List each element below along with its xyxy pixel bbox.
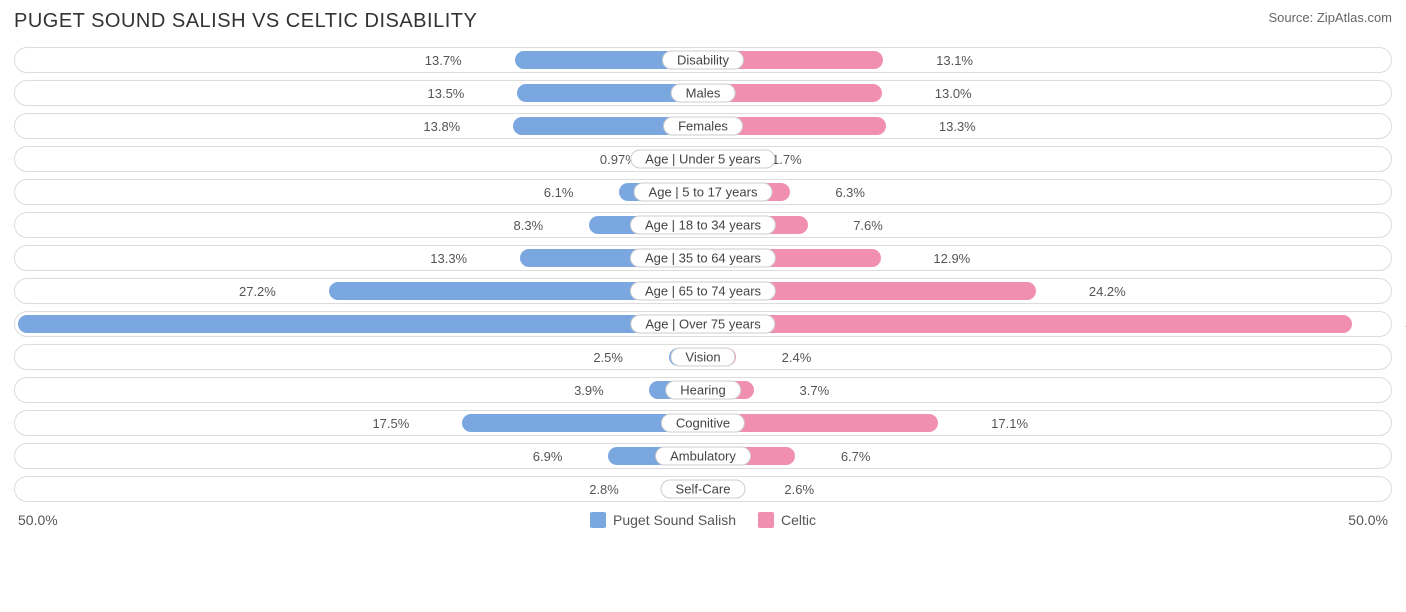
- chart-row: 13.7% 13.1% Disability: [14, 47, 1392, 73]
- value-label-left: 2.5%: [593, 345, 631, 369]
- value-label-right: 47.2%: [1397, 312, 1406, 336]
- legend-swatch: [590, 512, 606, 528]
- chart-title: PUGET SOUND SALISH VS CELTIC DISABILITY: [14, 10, 477, 33]
- value-label-right: 3.7%: [792, 378, 830, 402]
- chart-row: 49.8%47.2%Age | Over 75 years: [14, 311, 1392, 337]
- category-label: Age | Under 5 years: [630, 150, 775, 169]
- chart-row: 2.5% 2.4% Vision: [14, 344, 1392, 370]
- category-label: Age | Over 75 years: [630, 315, 775, 334]
- chart-row: 13.3% 12.9% Age | 35 to 64 years: [14, 245, 1392, 271]
- category-label: Age | 35 to 64 years: [630, 249, 776, 268]
- value-label-right: 13.0%: [927, 81, 972, 105]
- value-label-right: 17.1%: [983, 411, 1028, 435]
- legend-item: Celtic: [758, 512, 816, 528]
- value-label-right: 24.2%: [1081, 279, 1126, 303]
- legend-label: Celtic: [781, 512, 816, 528]
- value-label-right: 13.1%: [928, 48, 973, 72]
- chart-row: 17.5% 17.1% Cognitive: [14, 410, 1392, 436]
- category-label: Vision: [670, 348, 735, 367]
- category-label: Cognitive: [661, 414, 745, 433]
- category-label: Males: [671, 84, 736, 103]
- chart-row: 3.9% 3.7% Hearing: [14, 377, 1392, 403]
- value-label-right: 6.7%: [833, 444, 871, 468]
- axis-max-right: 50.0%: [1348, 512, 1388, 528]
- bar-right: [703, 315, 1352, 333]
- axis-max-left: 50.0%: [18, 512, 58, 528]
- legend: Puget Sound Salish Celtic: [590, 512, 816, 528]
- value-label-left: 6.9%: [533, 444, 571, 468]
- chart-row: 27.2% 24.2% Age | 65 to 74 years: [14, 278, 1392, 304]
- chart-source: Source: ZipAtlas.com: [1268, 10, 1392, 25]
- value-label-left: 6.1%: [544, 180, 582, 204]
- value-label-left: 13.3%: [430, 246, 475, 270]
- value-label-right: 2.6%: [776, 477, 814, 501]
- value-label-left: 3.9%: [574, 378, 612, 402]
- value-label-right: 7.6%: [845, 213, 883, 237]
- legend-swatch: [758, 512, 774, 528]
- category-label: Age | 5 to 17 years: [634, 183, 773, 202]
- value-label-left: 13.8%: [423, 114, 468, 138]
- value-label-left: 17.5%: [372, 411, 417, 435]
- chart-row: 2.8% 2.6% Self-Care: [14, 476, 1392, 502]
- category-label: Disability: [662, 51, 744, 70]
- value-label-right: 6.3%: [827, 180, 865, 204]
- value-label-right: 2.4%: [774, 345, 812, 369]
- chart-footer: 50.0% Puget Sound Salish Celtic 50.0%: [14, 509, 1392, 531]
- chart-row: 0.97%1.7%Age | Under 5 years: [14, 146, 1392, 172]
- category-label: Females: [663, 117, 743, 136]
- diverging-bar-chart: 13.7% 13.1% Disability 13.5% 13.0% Males 13.8%…: [14, 47, 1392, 502]
- category-label: Age | 65 to 74 years: [630, 282, 776, 301]
- value-label-left: 27.2%: [239, 279, 284, 303]
- value-label-left: 13.7%: [425, 48, 470, 72]
- value-label-right: 13.3%: [931, 114, 976, 138]
- value-label-left: 13.5%: [428, 81, 473, 105]
- legend-item: Puget Sound Salish: [590, 512, 736, 528]
- category-label: Hearing: [665, 381, 741, 400]
- chart-row: 13.5% 13.0% Males: [14, 80, 1392, 106]
- value-label-left: 8.3%: [514, 213, 552, 237]
- chart-row: 6.1% 6.3% Age | 5 to 17 years: [14, 179, 1392, 205]
- chart-row: 13.8% 13.3% Females: [14, 113, 1392, 139]
- value-label-left: 2.8%: [589, 477, 627, 501]
- value-label-right: 12.9%: [925, 246, 970, 270]
- category-label: Self-Care: [661, 480, 746, 499]
- legend-label: Puget Sound Salish: [613, 512, 736, 528]
- chart-header: PUGET SOUND SALISH VS CELTIC DISABILITY …: [14, 10, 1392, 33]
- bar-left: [18, 315, 703, 333]
- category-label: Age | 18 to 34 years: [630, 216, 776, 235]
- category-label: Ambulatory: [655, 447, 751, 466]
- chart-row: 6.9% 6.7% Ambulatory: [14, 443, 1392, 469]
- chart-row: 8.3% 7.6% Age | 18 to 34 years: [14, 212, 1392, 238]
